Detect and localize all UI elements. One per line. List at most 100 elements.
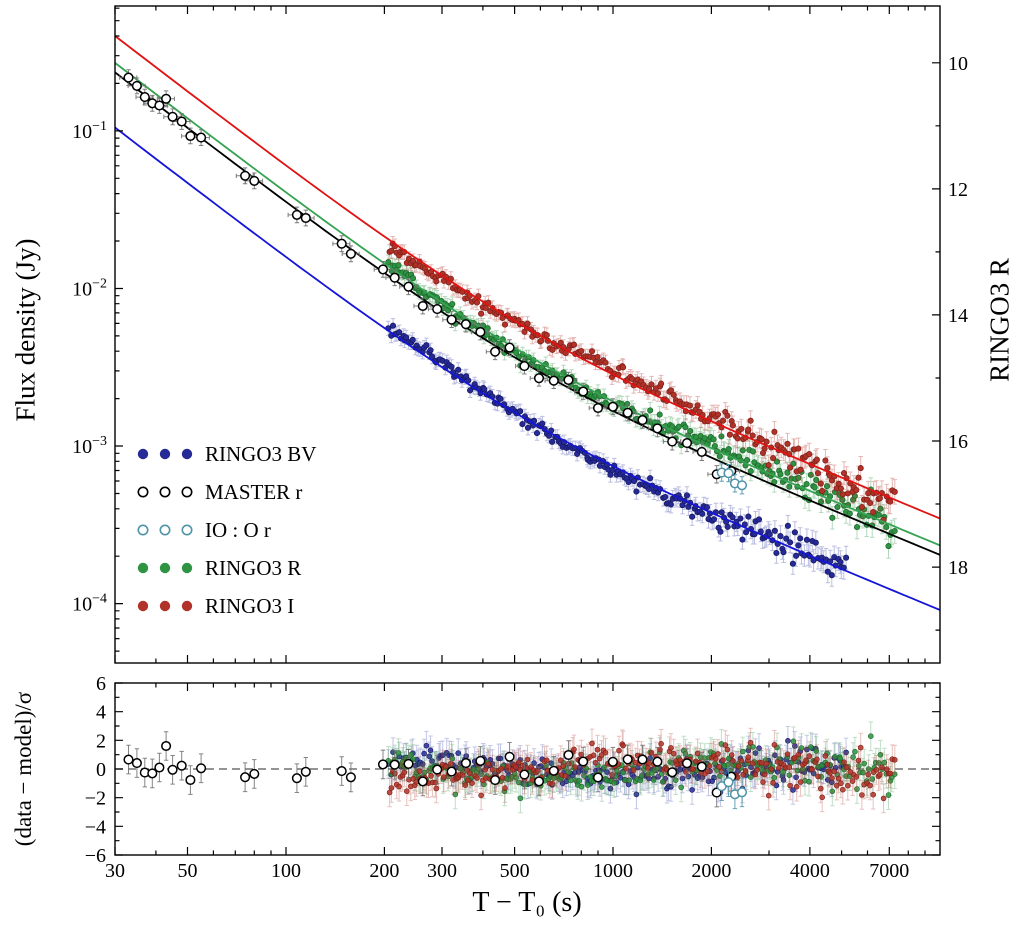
data-point: [423, 342, 430, 349]
residual-point: [377, 759, 389, 770]
residual-point: [533, 776, 545, 787]
residual-point: [689, 787, 695, 793]
residual-point: [291, 773, 302, 784]
legend-marker: [181, 600, 193, 612]
data-point: [176, 116, 187, 127]
data-point: [813, 456, 820, 463]
residual-point: [839, 786, 846, 793]
data-point: [682, 424, 689, 431]
data-point: [837, 485, 844, 492]
residual-point: [584, 782, 591, 788]
data-point: [388, 247, 395, 254]
residual-point: [466, 770, 473, 777]
residual-point: [497, 755, 504, 762]
data-point: [795, 542, 802, 549]
residual-point: [652, 756, 663, 767]
residual-point: [648, 750, 655, 756]
data-point: [490, 346, 501, 357]
data-point: [475, 326, 486, 338]
data-point: [813, 476, 820, 484]
x-axis-label: T − T₀ (s): [472, 887, 582, 918]
data-point: [501, 321, 509, 328]
data-point: [658, 380, 665, 387]
data-point: [738, 425, 745, 432]
data-point: [891, 527, 898, 535]
residual-point: [880, 795, 887, 802]
residual-point: [650, 777, 657, 783]
data-point: [403, 334, 410, 341]
legend-marker: [181, 562, 193, 574]
residual-point: [819, 794, 826, 801]
residual-point: [877, 771, 883, 778]
residual-point: [831, 768, 838, 775]
residual-point: [633, 791, 640, 798]
residual-point: [843, 764, 850, 771]
residual-point: [867, 733, 874, 740]
residual-point: [761, 771, 768, 778]
data-point: [763, 438, 770, 445]
data-point: [519, 421, 526, 428]
residual-point: [562, 773, 569, 779]
data-point: [737, 515, 744, 522]
residual-point: [787, 782, 793, 789]
model-line-ringo3-i-model: [115, 35, 940, 520]
residual-point: [185, 774, 196, 786]
data-point: [637, 415, 648, 426]
residual-point: [768, 766, 775, 772]
residual-point: [869, 776, 876, 782]
data-point: [683, 492, 691, 499]
residual-point: [516, 779, 522, 786]
data-point: [770, 455, 777, 462]
data-point: [403, 281, 414, 292]
data-point: [694, 402, 701, 409]
residual-tick-label: −4: [85, 816, 106, 838]
data-point: [620, 364, 627, 371]
residual-point: [448, 760, 454, 767]
data-point: [743, 529, 750, 536]
data-point: [797, 535, 804, 542]
data-point: [648, 381, 655, 388]
residual-point: [855, 757, 862, 764]
residual-point: [607, 756, 618, 767]
data-point: [723, 468, 734, 479]
data-point: [803, 480, 810, 488]
residual-point: [336, 766, 347, 777]
residual-point: [601, 764, 607, 771]
data-point: [812, 539, 819, 546]
residual-point: [794, 767, 801, 774]
data-point: [519, 361, 530, 372]
data-point: [749, 448, 756, 455]
data-point: [883, 524, 890, 531]
residual-tick-label: 4: [96, 702, 106, 724]
data-point: [427, 347, 434, 354]
data-point: [481, 386, 488, 393]
residual-point: [517, 795, 524, 802]
residual-point: [891, 756, 898, 763]
residual-point: [489, 766, 496, 773]
residual-point: [791, 755, 798, 761]
residual-point: [611, 780, 617, 786]
legend-label: RINGO3 R: [205, 556, 301, 580]
data-point: [749, 432, 756, 439]
series-io-o-r: [716, 463, 748, 495]
data-point: [817, 480, 824, 487]
residual-point: [513, 774, 519, 781]
data-point: [823, 483, 831, 490]
legend-marker: [137, 448, 149, 460]
residual-point: [809, 766, 815, 773]
data-point: [647, 475, 654, 482]
data-point: [745, 426, 752, 433]
residual-point: [668, 745, 674, 751]
mag-tick-label: 16: [948, 431, 968, 453]
legend-marker: [159, 600, 171, 612]
residual-point: [389, 759, 400, 770]
residual-point: [572, 764, 579, 770]
data-point: [843, 554, 850, 561]
data-point: [819, 487, 826, 494]
residual-point: [670, 750, 677, 757]
data-point: [718, 433, 725, 440]
residual-point: [519, 769, 530, 780]
data-point: [196, 132, 207, 143]
residual-point: [696, 761, 707, 772]
legend-label: MASTER r: [205, 480, 302, 504]
